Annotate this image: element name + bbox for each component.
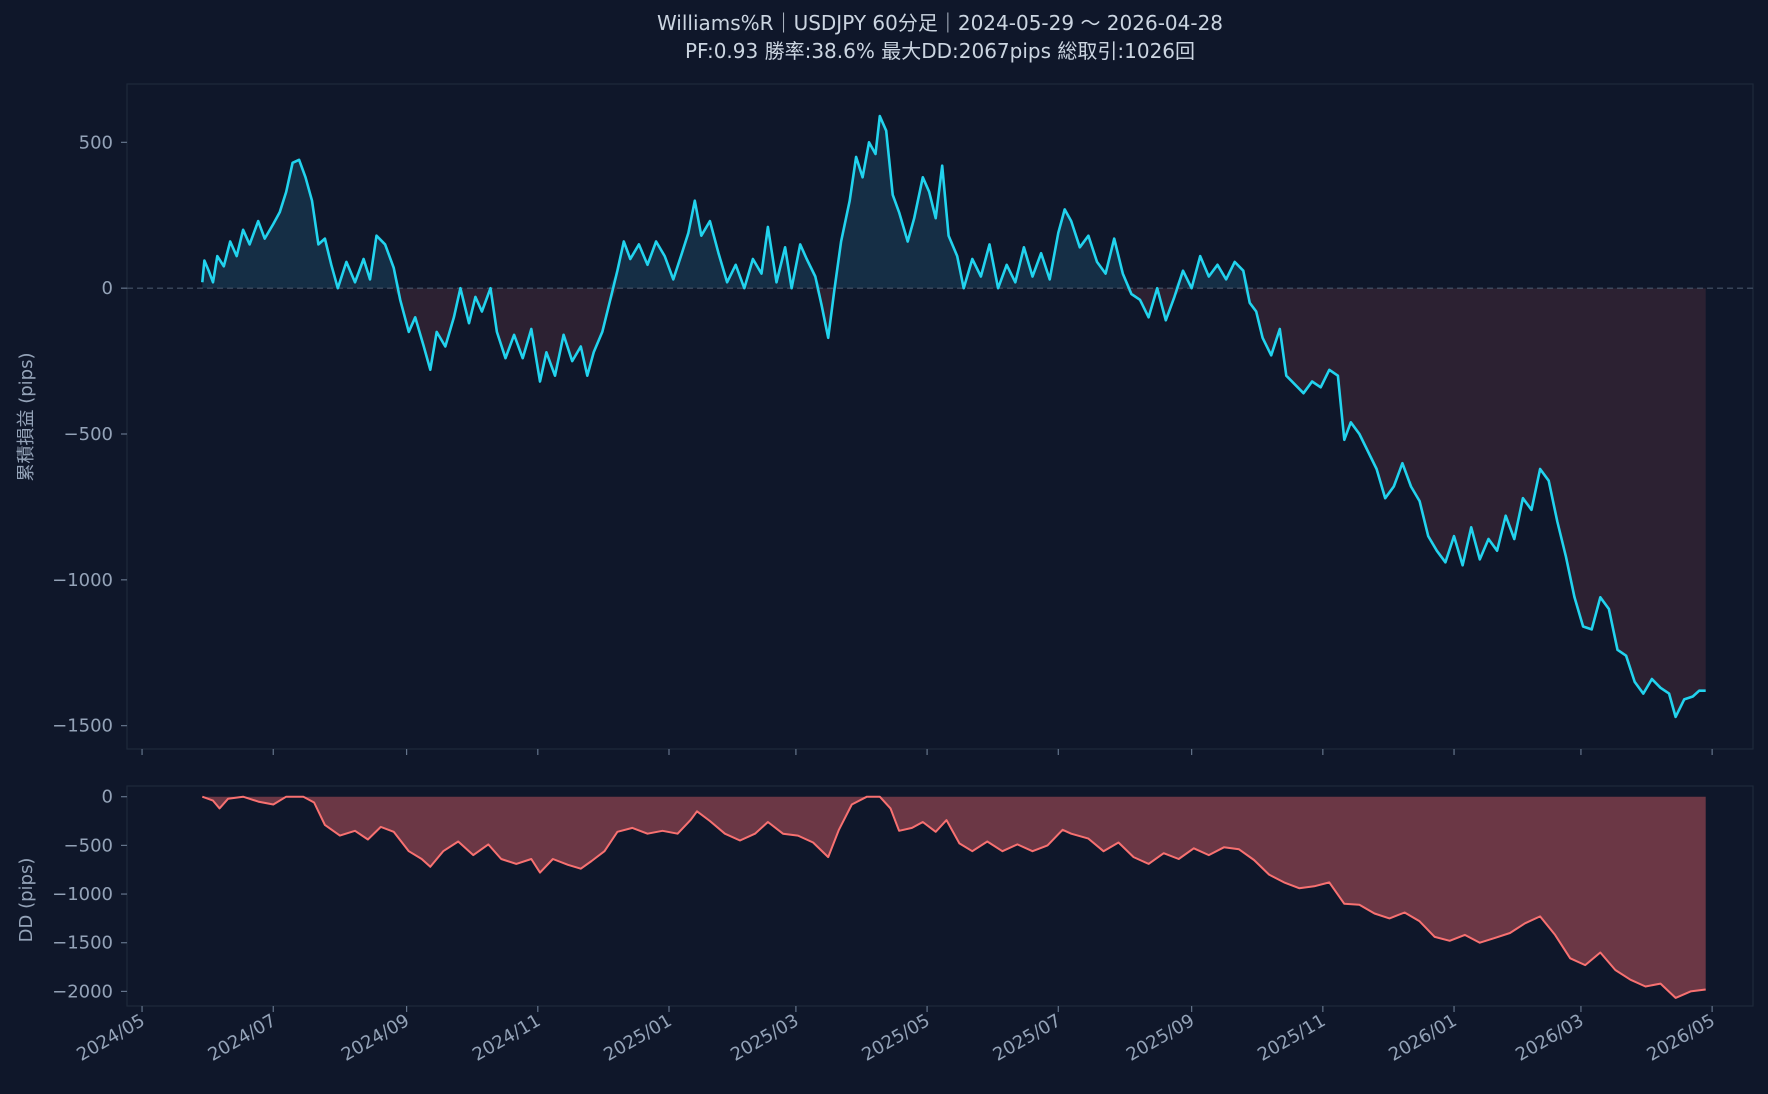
pnl-y-tick-label: 500 xyxy=(79,132,113,153)
dd-y-axis: 0 −500 −1000 −1500 −2000 xyxy=(52,787,127,1002)
pnl-positive-area xyxy=(202,116,1706,289)
pnl-series-line xyxy=(201,114,1706,719)
chart-subtitle: PF:0.93 勝率:38.6% 最大DD:2067pips 総取引:1026回 xyxy=(685,39,1195,63)
pnl-y-tick-label: −500 xyxy=(64,424,113,445)
dd-series-line xyxy=(201,795,1706,999)
dd-y-tick-label: −1000 xyxy=(52,884,113,905)
dd-y-tick-label: −2000 xyxy=(52,981,113,1002)
pnl-y-tick-label: 0 xyxy=(102,278,113,299)
pnl-y-tick-label: −1000 xyxy=(52,570,113,591)
pnl-y-axis-label: 累積損益 (pips) xyxy=(16,353,37,482)
dd-y-tick-label: −500 xyxy=(64,835,113,856)
dd-y-tick-label: 0 xyxy=(102,787,113,808)
dd-y-tick-label: −1500 xyxy=(52,933,113,954)
dd-area xyxy=(202,796,1706,998)
dd-y-axis-label: DD (pips) xyxy=(16,858,37,943)
pnl-negative-area xyxy=(202,288,1706,717)
pnl-x-ticks xyxy=(141,749,1713,755)
pnl-panel: 500 0 −500 −1000 −1500 累積損益 (pips) xyxy=(16,83,1754,755)
pnl-y-tick-label: −1500 xyxy=(52,716,113,737)
pnl-y-axis: 500 0 −500 −1000 −1500 xyxy=(52,132,127,737)
chart-title: Williams%R｜USDJPY 60分足｜2024-05-29 〜 2026… xyxy=(657,11,1223,35)
